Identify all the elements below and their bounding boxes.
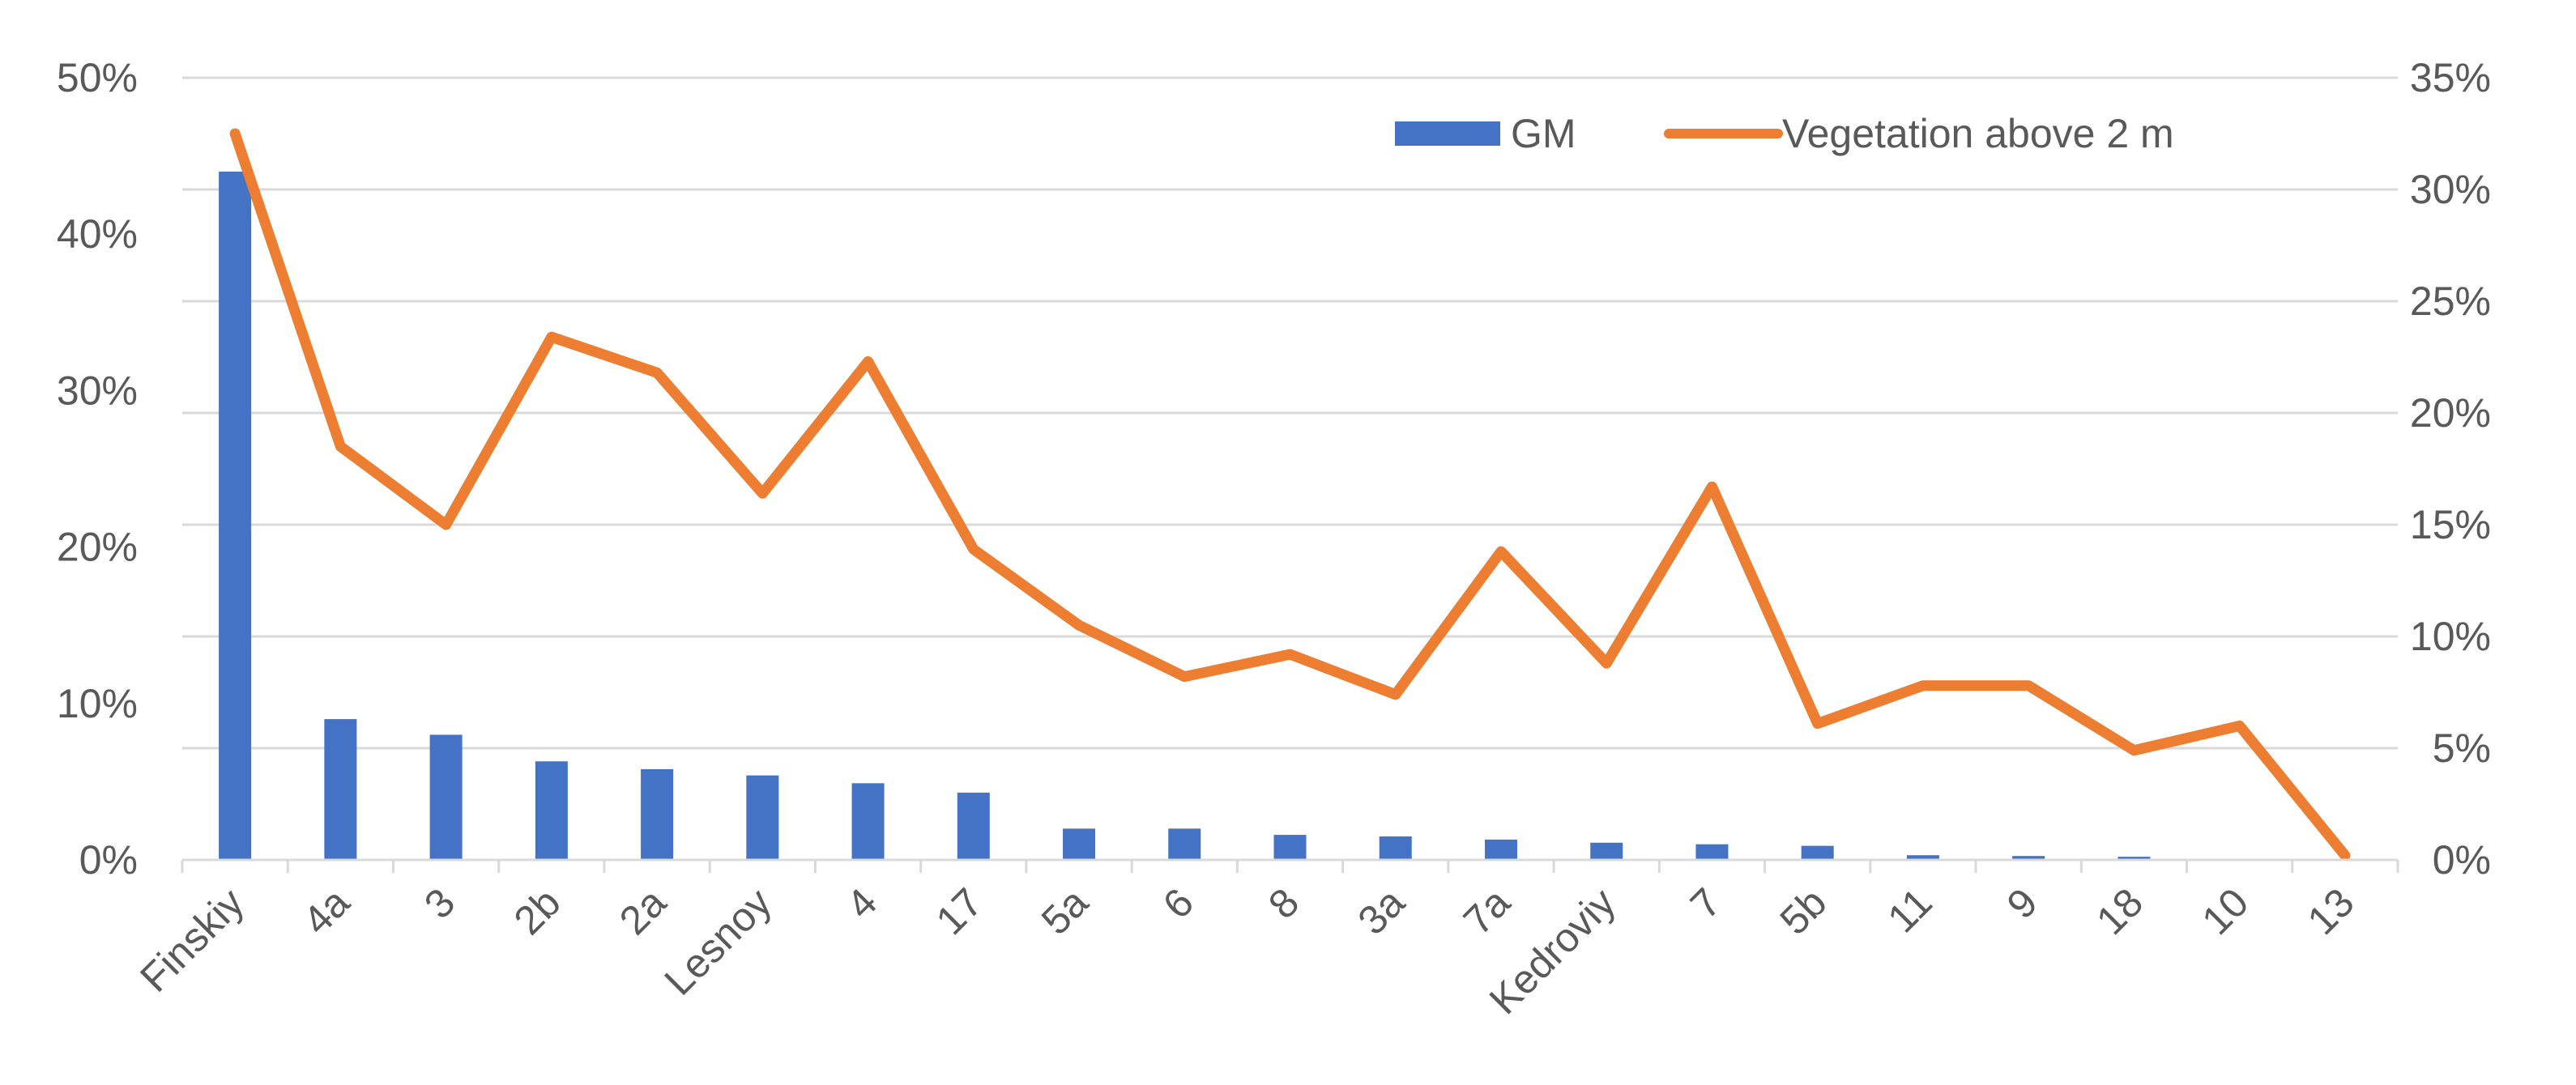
vegetation-line-series xyxy=(229,128,2351,861)
x-axis-tick-label: 5b xyxy=(1772,879,1836,943)
bar-gm-5b xyxy=(1801,845,1834,860)
bar-gm-Lesnoy xyxy=(746,775,779,860)
point-vegetation-8 xyxy=(1289,653,1291,656)
right-axis-tick-label: 5% xyxy=(2433,725,2491,771)
x-axis-tick-label: 2b xyxy=(505,879,569,943)
bar-gm-7a xyxy=(1484,839,1517,860)
point-vegetation-Finskiy xyxy=(234,133,237,134)
left-axis-tick-label: 30% xyxy=(57,368,138,413)
axes xyxy=(181,858,2399,873)
bar-gm-17 xyxy=(957,792,990,860)
point-vegetation-5b xyxy=(1816,722,1819,725)
legend-label-vegetation: Vegetation above 2 m xyxy=(1782,111,2174,156)
point-vegetation-17 xyxy=(972,548,975,551)
bar-gm-11 xyxy=(1906,855,1939,860)
point-vegetation-18 xyxy=(2133,749,2135,751)
point-vegetation-4 xyxy=(867,360,869,363)
x-axis-tick-label: 4a xyxy=(294,879,358,943)
bar-gm-5a xyxy=(1063,828,1096,860)
x-axis-tick-label: 13 xyxy=(2299,879,2363,943)
right-axis-tick-label: 10% xyxy=(2410,614,2491,659)
left-axis-ticks: 0% 10% 20% 30% 40% 50% xyxy=(57,55,138,883)
x-axis-tick-label: 5a xyxy=(1033,879,1097,943)
left-axis-tick-label: 40% xyxy=(57,211,138,257)
right-axis-tick-label: 25% xyxy=(2410,279,2491,324)
legend-label-gm: GM xyxy=(1511,111,1576,156)
right-axis-tick-label: 30% xyxy=(2410,167,2491,212)
bar-gm-3 xyxy=(429,734,463,860)
point-vegetation-2a xyxy=(656,372,659,374)
x-axis-tick-label: 3a xyxy=(1350,879,1414,943)
point-vegetation-11 xyxy=(1921,684,1924,687)
x-axis-tick-label: 18 xyxy=(2088,879,2152,943)
point-vegetation-2b xyxy=(550,336,552,338)
x-axis-tick-label: 3 xyxy=(416,879,463,927)
right-axis-tick-label: 0% xyxy=(2433,837,2491,883)
left-axis-tick-label: 10% xyxy=(57,681,138,726)
point-vegetation-3a xyxy=(1394,693,1397,696)
point-vegetation-7 xyxy=(1711,486,1713,488)
x-axis-tick-label: 2a xyxy=(611,879,675,943)
bar-gm-Kedroviy xyxy=(1590,842,1623,860)
gridlines xyxy=(182,76,2398,750)
left-axis-tick-label: 20% xyxy=(57,525,138,570)
point-vegetation-4a xyxy=(339,445,342,448)
right-axis-tick-label: 15% xyxy=(2410,502,2491,547)
point-vegetation-Lesnoy xyxy=(761,492,764,495)
point-vegetation-Kedroviy xyxy=(1606,662,1608,665)
x-axis-tick-label: 8 xyxy=(1260,879,1307,927)
point-vegetation-7a xyxy=(1499,551,1502,553)
x-axis-tick-label: 11 xyxy=(1879,879,1940,941)
bar-gm-Finskiy xyxy=(219,171,252,861)
bar-gm-6 xyxy=(1168,828,1201,860)
point-vegetation-10 xyxy=(2238,725,2241,727)
left-axis-tick-label: 50% xyxy=(57,55,138,100)
x-axis-tick-label: 4 xyxy=(838,879,885,927)
right-axis-tick-label: 35% xyxy=(2410,55,2491,100)
bar-gm-7 xyxy=(1695,844,1729,860)
point-vegetation-5a xyxy=(1078,624,1081,627)
point-vegetation-9 xyxy=(2028,684,2030,687)
right-axis-tick-label: 20% xyxy=(2410,390,2491,436)
bar-gm-9 xyxy=(2012,856,2045,860)
x-axis-tick-label: 7a xyxy=(1455,879,1519,943)
bar-gm-4a xyxy=(324,719,357,860)
bar-gm-3a xyxy=(1379,836,1412,860)
bar-gm-8 xyxy=(1273,835,1307,860)
x-axis-tick-label: 10 xyxy=(2193,879,2257,943)
legend-swatch-gm xyxy=(1395,121,1500,146)
right-axis-ticks: 0% 5% 10% 15% 20% 25% 30% 35% xyxy=(2410,55,2491,883)
bar-gm-4 xyxy=(851,783,885,860)
gm-bars xyxy=(219,171,2151,861)
x-axis-tick-label: 17 xyxy=(928,879,992,943)
left-axis-tick-label: 0% xyxy=(79,837,138,883)
legend: GM Vegetation above 2 m xyxy=(1395,111,2174,156)
x-axis-tick-label: 7 xyxy=(1682,879,1729,927)
x-axis-tick-label: 6 xyxy=(1154,879,1202,927)
bar-gm-2a xyxy=(641,768,674,860)
x-axis-tick-label: Lesnoy xyxy=(655,879,780,1004)
x-axis-tick-label: 9 xyxy=(1998,879,2046,927)
point-vegetation-3 xyxy=(445,524,447,525)
bar-gm-2b xyxy=(535,761,568,860)
point-vegetation-13 xyxy=(2344,854,2346,857)
point-vegetation-6 xyxy=(1184,675,1186,678)
bar-gm-18 xyxy=(2118,857,2151,860)
x-axis-tick-label: Finskiy xyxy=(131,879,253,1001)
